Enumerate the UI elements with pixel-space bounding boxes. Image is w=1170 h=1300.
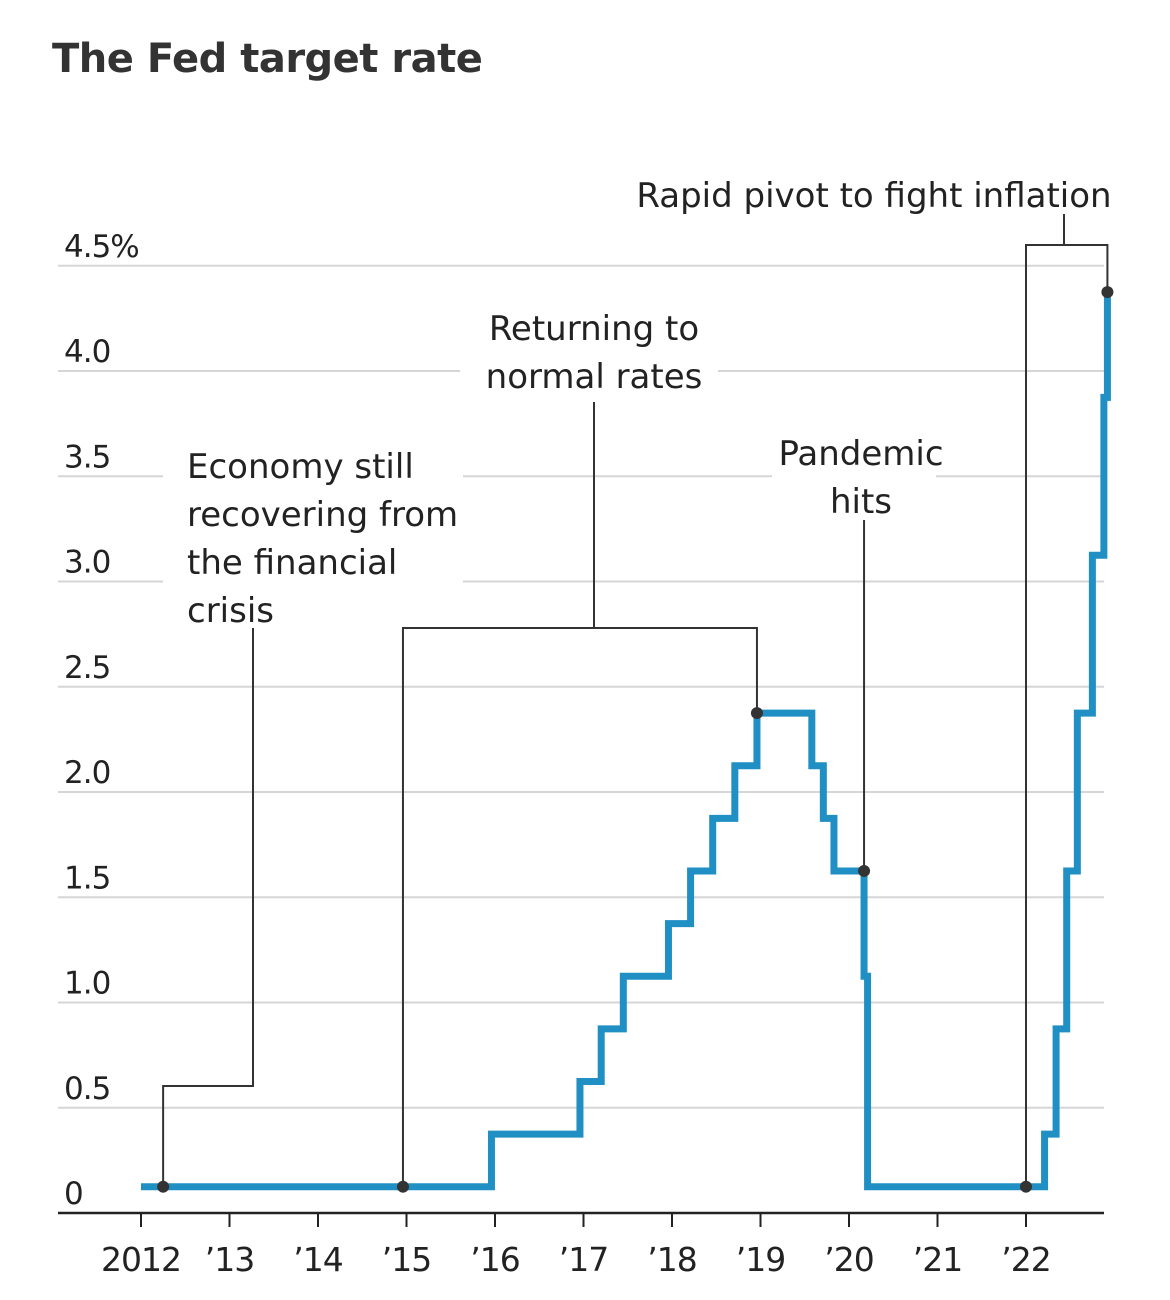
annotation-dot bbox=[858, 864, 871, 877]
annotation-dot bbox=[157, 1180, 170, 1193]
annotation-text: Returning to bbox=[489, 309, 699, 349]
annotation-text: crisis bbox=[187, 591, 274, 631]
annotation-dot bbox=[1020, 1180, 1032, 1193]
x-axis: 2012 ’13 ’14 ’15 ’16 ’17 ’18 ’19 ’20 ’21 ’22 bbox=[58, 1211, 1104, 1279]
y-tick-label: 4.0 bbox=[64, 334, 110, 370]
annotation-leader bbox=[401, 402, 758, 1187]
y-tick-label: 2.0 bbox=[64, 755, 110, 791]
annotation-text: recovering from bbox=[187, 495, 458, 535]
x-tick-label: ’17 bbox=[559, 1240, 608, 1279]
annotation-backdrop bbox=[772, 425, 936, 525]
annotation-dot bbox=[1101, 286, 1114, 299]
annotation-dot bbox=[396, 1180, 409, 1193]
annotation-backdrop bbox=[460, 300, 718, 400]
x-tick-label: ’14 bbox=[293, 1240, 342, 1279]
x-tick-label: ’22 bbox=[1001, 1240, 1050, 1279]
x-tick-label: ’16 bbox=[470, 1240, 519, 1279]
x-tick-label: ’19 bbox=[736, 1240, 785, 1279]
y-tick-label: 3.0 bbox=[64, 545, 110, 581]
x-tick-label: ’20 bbox=[824, 1240, 873, 1279]
annotation-text: Pandemic bbox=[778, 434, 943, 474]
x-tick-label: 2012 bbox=[101, 1240, 181, 1279]
annotation-dot bbox=[750, 707, 763, 720]
y-tick-label: 0.5 bbox=[64, 1071, 110, 1107]
y-axis-labels: 0 0.5 1.0 1.5 2.0 2.5 3.0 3.5 4.0 4.5% bbox=[64, 229, 140, 1212]
y-tick-label: 1.0 bbox=[64, 966, 110, 1002]
annotation-dots bbox=[157, 286, 1114, 1193]
gridlines bbox=[58, 172, 1115, 1109]
annotation-text: hits bbox=[830, 482, 892, 522]
x-tick-label: ’21 bbox=[913, 1240, 962, 1279]
y-tick-label: 4.5% bbox=[64, 229, 139, 265]
annotation-text: Economy still bbox=[187, 447, 414, 487]
y-tick-label: 2.5 bbox=[64, 650, 110, 686]
annotation-labels: Economy still recovering from the financia… bbox=[187, 176, 1112, 631]
annotation-leaders bbox=[162, 214, 1109, 1187]
annotation-backdrop bbox=[163, 437, 463, 637]
y-tick-label: 3.5 bbox=[64, 439, 110, 475]
y-tick-label: 0 bbox=[64, 1176, 83, 1212]
y-tick-label: 1.5 bbox=[64, 860, 110, 896]
x-tick-label: ’13 bbox=[205, 1240, 254, 1279]
chart-title: The Fed target rate bbox=[52, 36, 483, 82]
x-tick-label: ’18 bbox=[647, 1240, 696, 1279]
fed-rate-step-line bbox=[141, 292, 1111, 1191]
annotation-backdrop bbox=[635, 172, 1115, 216]
annotation-leader bbox=[162, 628, 254, 1187]
series-line bbox=[141, 292, 1111, 1191]
annotation-text: Rapid pivot to fight inflation bbox=[636, 176, 1111, 216]
annotation-leader bbox=[1025, 214, 1109, 1187]
annotation-text: normal rates bbox=[486, 357, 703, 397]
annotation-text: the financial bbox=[187, 543, 397, 583]
x-tick-label: ’15 bbox=[382, 1240, 431, 1279]
